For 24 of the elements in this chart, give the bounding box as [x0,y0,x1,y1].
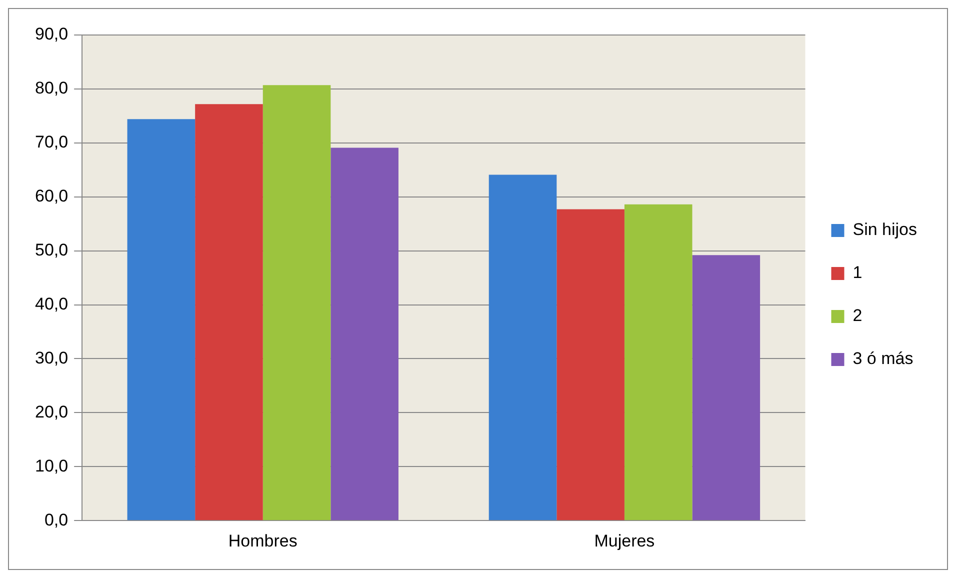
y-tick-label: 0,0 [44,510,68,530]
bar [488,174,557,520]
y-tick-label: 40,0 [34,294,68,314]
bar [624,204,692,520]
legend-label: 1 [852,263,862,282]
bar [195,104,263,520]
y-tick-label: 90,0 [34,24,68,44]
bar [692,255,760,520]
legend-label: 2 [852,306,862,326]
y-tick-label: 70,0 [34,132,68,152]
bar [127,119,196,520]
y-tick-label: 50,0 [34,240,68,260]
y-tick-label: 20,0 [34,402,68,422]
x-tick-label: Hombres [228,531,298,550]
legend-label: 3 ó más [852,349,914,368]
y-tick-label: 10,0 [34,456,68,476]
bar [556,209,624,520]
y-tick-label: 80,0 [34,78,68,98]
legend-label: Sin hijos [852,220,918,240]
bar [262,85,331,520]
y-tick-label: 60,0 [34,186,68,206]
y-tick-label: 30,0 [34,348,68,368]
bar [330,148,398,520]
x-tick-label: Mujeres [594,531,655,550]
